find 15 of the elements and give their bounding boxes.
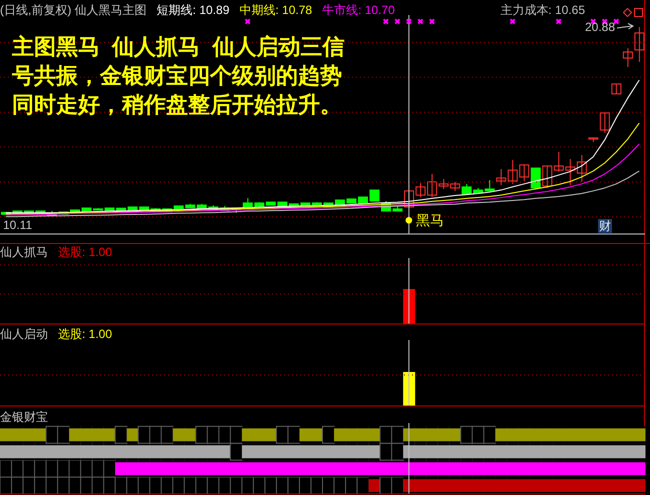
text: 短期线: 10.89 bbox=[156, 2, 230, 18]
chart-title: 金银财宝 bbox=[0, 409, 48, 425]
text: 主力成本: 10.65 bbox=[500, 2, 585, 18]
chart-title: 仙人抓马 bbox=[0, 244, 48, 260]
annotation: 主图黑马 仙人抓马 仙人启动三信号共振，金银财宝四个级别的趋势同时走好，稍作盘整后开始拉升。 bbox=[12, 33, 346, 119]
annotation: 20.88 bbox=[584, 19, 615, 35]
chart-title: 仙人启动 bbox=[0, 326, 48, 342]
annotation: 黑马 bbox=[416, 211, 444, 229]
text: 选股: 1.00 bbox=[58, 326, 112, 342]
text: 财 bbox=[598, 219, 612, 233]
text: 牛市线: 10.70 bbox=[322, 2, 395, 18]
text: 中期线: 10.78 bbox=[239, 2, 312, 18]
text: 10.11 bbox=[3, 218, 32, 232]
chart-title: (日线,前复权) 仙人黑马主图 bbox=[0, 2, 147, 18]
text: 选股: 1.00 bbox=[58, 244, 112, 260]
